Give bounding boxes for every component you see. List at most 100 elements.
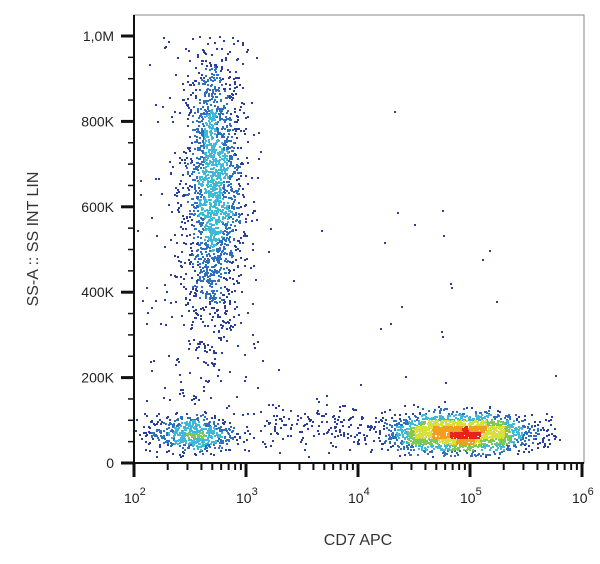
- event-dot: [201, 134, 203, 136]
- event-dot: [199, 102, 201, 104]
- event-dot: [202, 212, 204, 214]
- event-dot: [521, 432, 523, 434]
- event-dot: [470, 442, 472, 444]
- event-dot: [214, 133, 216, 135]
- event-dot: [210, 79, 212, 81]
- event-dot: [211, 234, 213, 236]
- event-dot: [189, 84, 191, 86]
- event-dot: [401, 306, 403, 308]
- event-dot: [400, 427, 402, 429]
- event-dot: [221, 136, 223, 138]
- event-dot: [471, 455, 473, 457]
- event-dot: [233, 78, 235, 80]
- event-dot: [198, 165, 200, 167]
- event-dot: [150, 361, 152, 363]
- event-dot: [229, 303, 231, 305]
- event-dot: [183, 324, 185, 326]
- event-dot: [204, 325, 206, 327]
- event-dot: [204, 239, 206, 241]
- event-dot: [164, 47, 166, 49]
- event-dot: [480, 424, 482, 426]
- event-dot: [546, 413, 548, 415]
- event-dot: [445, 382, 447, 384]
- event-dot: [498, 439, 500, 441]
- event-dot: [229, 254, 231, 256]
- event-dot: [199, 147, 201, 149]
- event-dot: [206, 274, 208, 276]
- event-dot: [204, 52, 206, 54]
- event-dot: [411, 445, 413, 447]
- event-dot: [451, 443, 453, 445]
- event-dot: [238, 275, 240, 277]
- event-dot: [508, 414, 510, 416]
- event-dot: [201, 185, 203, 187]
- event-dot: [235, 212, 237, 214]
- event-dot: [445, 443, 447, 445]
- event-dot: [207, 108, 209, 110]
- event-dot: [205, 435, 207, 437]
- x-tick-exponent: 6: [588, 486, 594, 498]
- event-dot: [207, 80, 209, 82]
- event-dot: [323, 433, 325, 435]
- event-dot: [214, 234, 216, 236]
- event-dot: [405, 421, 407, 423]
- event-dot: [397, 429, 399, 431]
- event-dot: [213, 430, 215, 432]
- event-dot: [214, 231, 216, 233]
- event-dot: [197, 261, 199, 263]
- event-dot: [300, 417, 302, 419]
- event-dot: [199, 297, 201, 299]
- event-dot: [226, 208, 228, 210]
- event-dot: [472, 434, 474, 436]
- event-dot: [384, 411, 386, 413]
- event-dot: [221, 118, 223, 120]
- event-dot: [490, 429, 492, 431]
- event-dot: [194, 184, 196, 186]
- event-dot: [211, 109, 213, 111]
- event-dot: [209, 285, 211, 287]
- event-dot: [192, 254, 194, 256]
- event-dot: [232, 150, 234, 152]
- event-dot: [220, 189, 222, 191]
- event-dot: [252, 243, 254, 245]
- event-dot: [466, 437, 468, 439]
- event-dot: [487, 437, 489, 439]
- event-dot: [227, 95, 229, 97]
- event-dot: [199, 341, 201, 343]
- event-dot: [475, 414, 477, 416]
- event-dot: [472, 426, 474, 428]
- event-dot: [268, 423, 270, 425]
- event-dot: [439, 412, 441, 414]
- event-dot: [213, 228, 215, 230]
- event-dot: [186, 235, 188, 237]
- event-dot: [197, 435, 199, 437]
- event-dot: [244, 233, 246, 235]
- event-dot: [220, 70, 222, 72]
- event-dot: [482, 426, 484, 428]
- event-dot: [196, 250, 198, 252]
- event-dot: [204, 273, 206, 275]
- event-dot: [255, 279, 257, 281]
- event-dot: [204, 266, 206, 268]
- event-dot: [219, 445, 221, 447]
- event-dot: [231, 188, 233, 190]
- event-dot: [200, 217, 202, 219]
- event-dot: [195, 89, 197, 91]
- event-dot: [242, 194, 244, 196]
- event-dot: [220, 439, 222, 441]
- event-dot: [246, 258, 248, 260]
- event-dot: [215, 164, 217, 166]
- event-dot: [242, 188, 244, 190]
- event-dot: [174, 432, 176, 434]
- event-dot: [195, 207, 197, 209]
- event-dot: [491, 431, 493, 433]
- event-dot: [334, 421, 336, 423]
- event-dot: [402, 430, 404, 432]
- event-dot: [159, 419, 161, 421]
- event-dot: [235, 93, 237, 95]
- event-dot: [210, 171, 212, 173]
- event-dot: [375, 417, 377, 419]
- event-dot: [226, 443, 228, 445]
- event-dot: [475, 420, 477, 422]
- event-dot: [400, 420, 402, 422]
